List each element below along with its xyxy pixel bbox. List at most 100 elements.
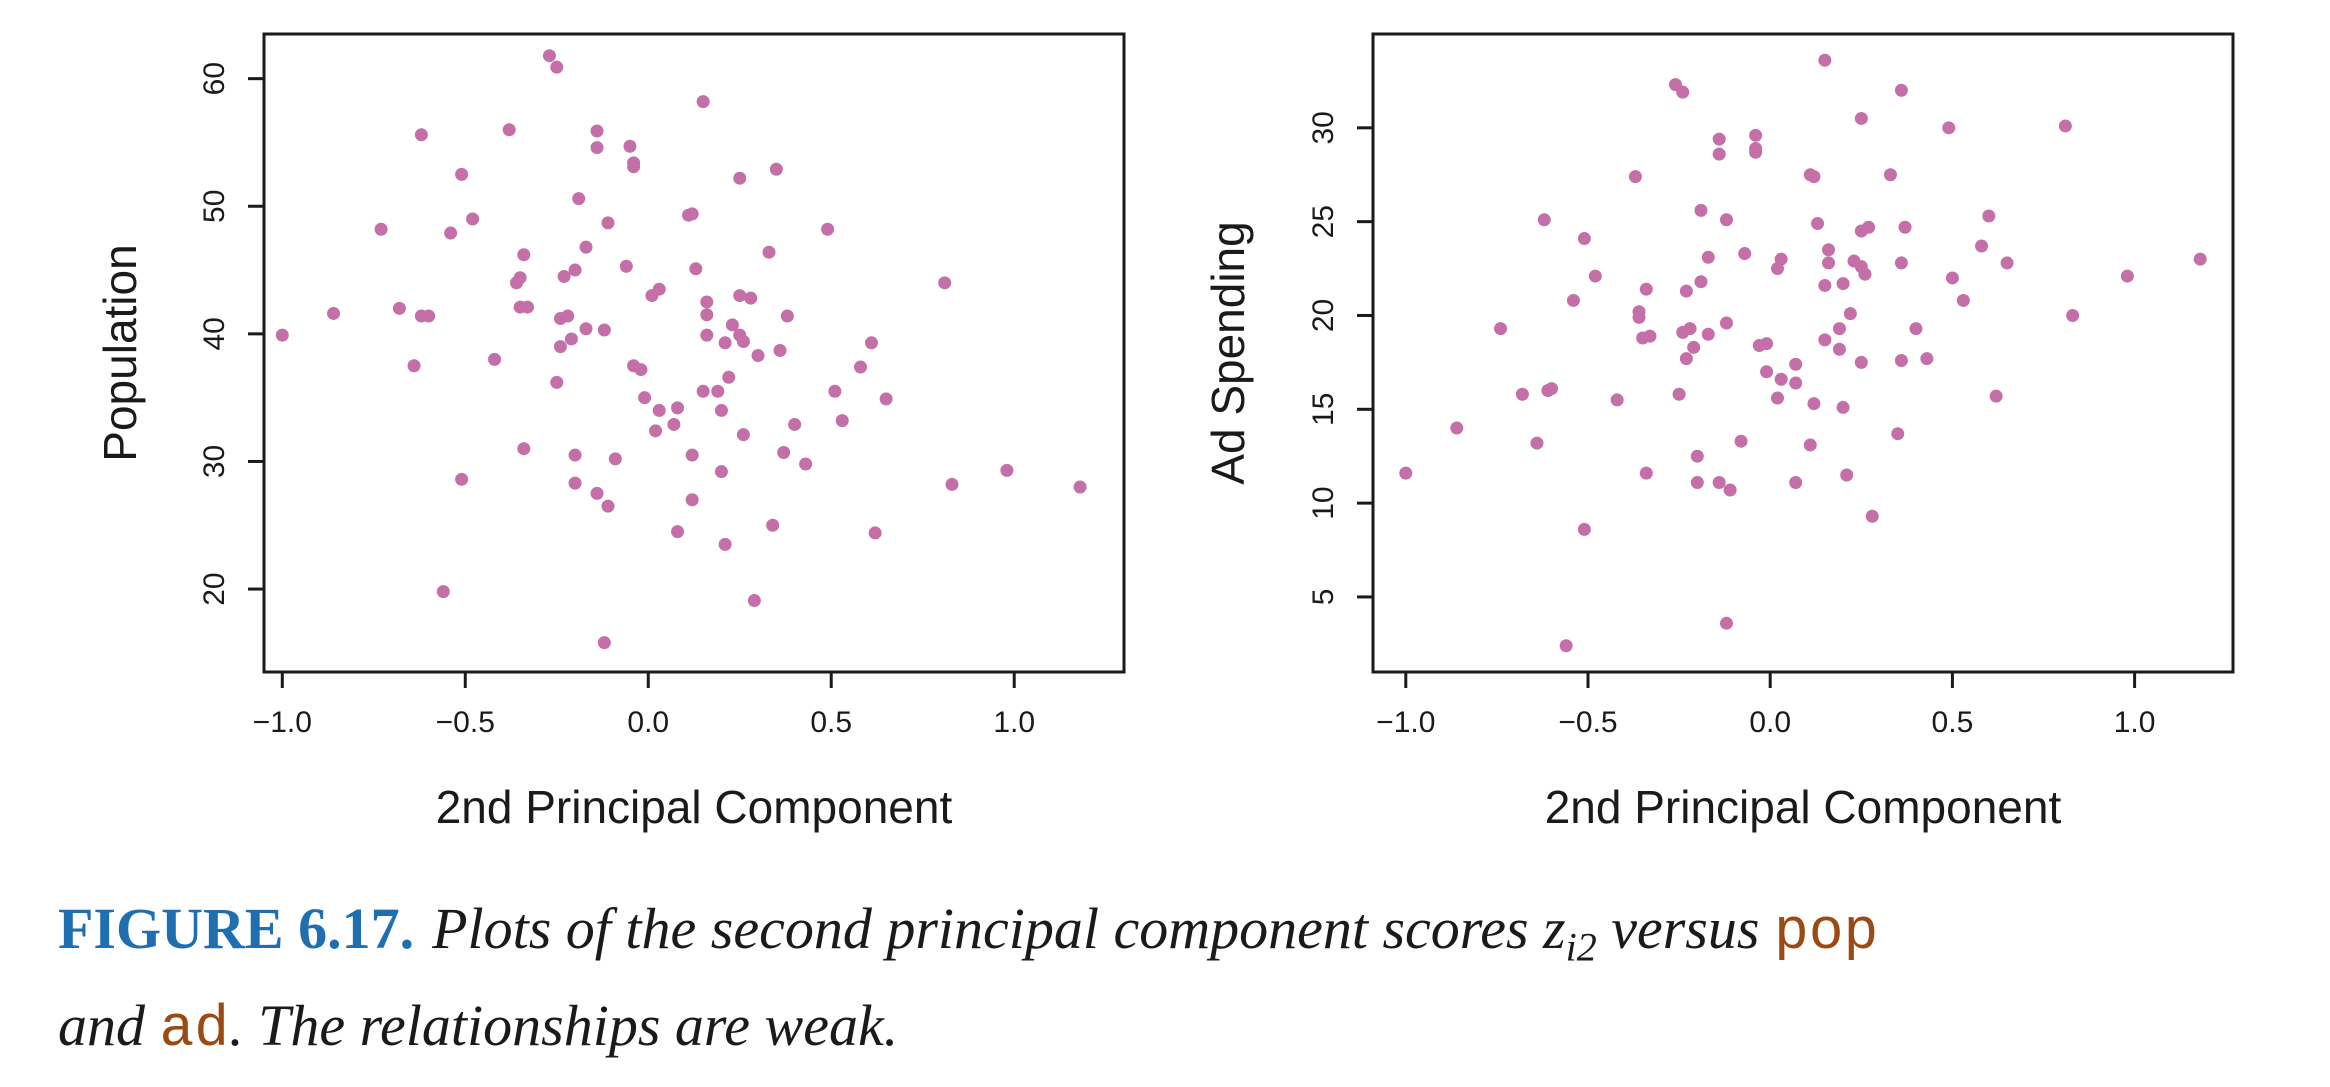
data-point bbox=[1676, 85, 1690, 99]
data-point bbox=[1494, 322, 1508, 336]
data-point bbox=[568, 476, 582, 490]
data-point bbox=[1770, 391, 1784, 405]
data-point bbox=[700, 308, 714, 322]
data-point bbox=[1945, 271, 1959, 285]
data-point bbox=[1898, 220, 1912, 234]
data-point bbox=[422, 309, 436, 323]
data-point bbox=[696, 95, 710, 109]
y-axis-ticks: 20 30 40 50 60 bbox=[198, 62, 264, 606]
data-point bbox=[722, 370, 736, 384]
y-tick-label: 5 bbox=[1307, 589, 1340, 606]
data-point bbox=[747, 594, 761, 608]
data-point bbox=[762, 245, 776, 259]
data-point bbox=[517, 248, 531, 262]
data-point bbox=[1832, 322, 1846, 336]
y-tick-label: 20 bbox=[198, 572, 231, 605]
data-point bbox=[773, 343, 787, 357]
data-point bbox=[1632, 305, 1646, 319]
data-point bbox=[696, 384, 710, 398]
data-point bbox=[725, 318, 739, 332]
data-point bbox=[1639, 282, 1653, 296]
data-point bbox=[1909, 322, 1923, 336]
data-point bbox=[671, 525, 685, 539]
data-point bbox=[517, 442, 531, 456]
data-point bbox=[1712, 475, 1726, 489]
scatter-panel-ad-spending: −1.0 −0.5 0.0 0.5 1.0 5 10 15 20 25 30 2nd Princi… bbox=[1202, 32, 2235, 833]
data-point bbox=[1836, 400, 1850, 414]
data-point bbox=[828, 384, 842, 398]
data-point bbox=[627, 156, 641, 170]
data-point bbox=[744, 291, 758, 305]
data-point bbox=[1894, 256, 1908, 270]
data-point bbox=[1774, 372, 1788, 386]
data-point bbox=[1712, 132, 1726, 146]
caption-label: FIGURE 6.17. bbox=[58, 896, 415, 961]
data-point bbox=[718, 336, 732, 350]
data-point bbox=[1854, 111, 1868, 125]
x-tick-label: 0.5 bbox=[810, 706, 852, 739]
data-point bbox=[550, 375, 564, 389]
data-point bbox=[601, 216, 615, 230]
data-point bbox=[1701, 327, 1715, 341]
x-axis-ticks: −1.0 −0.5 0.0 0.5 1.0 bbox=[253, 672, 1035, 739]
data-point bbox=[1566, 293, 1580, 307]
figure-caption: FIGURE 6.17. Plots of the second principa… bbox=[58, 890, 2288, 1070]
data-point bbox=[1690, 475, 1704, 489]
data-point bbox=[275, 328, 289, 342]
data-point bbox=[1450, 421, 1464, 435]
data-point bbox=[1643, 329, 1657, 343]
caption-text-1: Plots of the second principal component … bbox=[432, 896, 1544, 961]
data-point bbox=[513, 271, 527, 285]
data-point bbox=[685, 207, 699, 221]
data-point bbox=[601, 499, 615, 513]
data-point bbox=[736, 428, 750, 442]
data-point bbox=[1822, 256, 1836, 270]
caption-text: Plots of the second principal component … bbox=[58, 896, 1878, 1063]
y-axis-label: Population bbox=[94, 244, 146, 461]
data-point bbox=[1811, 217, 1825, 231]
caption-text-3: and bbox=[58, 992, 160, 1058]
data-point bbox=[1789, 357, 1803, 371]
data-point bbox=[1956, 293, 1970, 307]
data-point bbox=[572, 192, 586, 206]
data-point bbox=[1858, 267, 1872, 281]
data-point bbox=[714, 403, 728, 417]
data-point bbox=[1854, 355, 1868, 369]
caption-text-4: . The relationships are weak. bbox=[229, 992, 899, 1058]
x-axis-label: 2nd Principal Component bbox=[1545, 781, 2062, 833]
data-point bbox=[619, 259, 633, 273]
data-point bbox=[835, 414, 849, 428]
x-tick-label: 0.0 bbox=[1749, 706, 1791, 739]
data-point bbox=[1628, 170, 1642, 184]
data-point bbox=[407, 359, 421, 373]
data-point bbox=[711, 384, 725, 398]
data-point bbox=[502, 123, 516, 137]
data-point bbox=[1073, 480, 1087, 494]
data-point bbox=[1723, 483, 1737, 497]
data-point bbox=[590, 141, 604, 155]
data-point bbox=[1818, 333, 1832, 347]
data-point bbox=[1789, 376, 1803, 390]
data-point bbox=[1894, 354, 1908, 368]
data-point bbox=[638, 391, 652, 405]
data-point bbox=[1679, 284, 1693, 298]
data-point bbox=[714, 465, 728, 479]
data-point bbox=[1577, 232, 1591, 246]
x-tick-label: 0.5 bbox=[1932, 706, 1974, 739]
x-tick-label: −0.5 bbox=[436, 706, 495, 739]
plot-frame bbox=[262, 32, 1126, 674]
data-point bbox=[938, 276, 952, 290]
data-point bbox=[685, 493, 699, 507]
data-point bbox=[1894, 83, 1908, 97]
x-tick-label: 1.0 bbox=[993, 706, 1035, 739]
data-point bbox=[736, 335, 750, 349]
data-point bbox=[1883, 168, 1897, 182]
data-point bbox=[488, 352, 502, 366]
caption-variable: z bbox=[1543, 896, 1566, 961]
data-point bbox=[689, 262, 703, 276]
data-point bbox=[700, 328, 714, 342]
data-point bbox=[1712, 147, 1726, 161]
data-point bbox=[1690, 449, 1704, 463]
caption-text-2: versus bbox=[1596, 896, 1774, 961]
data-point bbox=[561, 309, 575, 323]
